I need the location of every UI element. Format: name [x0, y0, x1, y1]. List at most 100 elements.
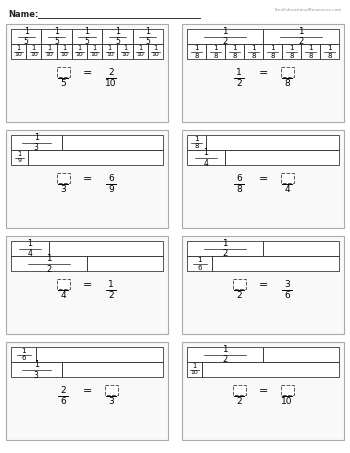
- Text: 1: 1: [327, 45, 332, 51]
- Bar: [6, 24, 168, 122]
- Text: 3: 3: [34, 144, 39, 153]
- Text: 10: 10: [30, 53, 38, 58]
- Bar: [11, 347, 36, 362]
- Text: 1: 1: [92, 45, 97, 51]
- Bar: [206, 44, 225, 59]
- Text: 3: 3: [60, 185, 66, 194]
- Bar: [62, 362, 163, 377]
- Text: 1: 1: [236, 68, 242, 77]
- Text: 10: 10: [105, 79, 117, 88]
- Text: 10: 10: [136, 53, 144, 58]
- Text: 1: 1: [108, 280, 114, 289]
- Bar: [148, 44, 163, 59]
- Text: 1: 1: [232, 45, 237, 51]
- Bar: [56, 279, 70, 289]
- Text: 8: 8: [270, 53, 275, 58]
- Text: 1: 1: [222, 239, 228, 248]
- Bar: [28, 150, 163, 165]
- Text: 1: 1: [24, 27, 29, 36]
- Text: 1: 1: [298, 27, 304, 36]
- Bar: [225, 150, 339, 165]
- Text: =: =: [258, 280, 268, 290]
- Bar: [187, 362, 202, 377]
- Text: 8: 8: [327, 53, 332, 58]
- Bar: [280, 173, 294, 183]
- Text: 1: 1: [16, 45, 21, 51]
- Bar: [72, 44, 87, 59]
- Bar: [187, 347, 263, 362]
- Text: 2: 2: [222, 250, 228, 259]
- Bar: [187, 29, 263, 44]
- Text: 2: 2: [236, 291, 242, 300]
- Text: 10: 10: [91, 53, 98, 58]
- Bar: [41, 44, 57, 59]
- Text: 8: 8: [236, 185, 242, 194]
- Text: 6: 6: [284, 291, 290, 300]
- Text: 1: 1: [108, 45, 112, 51]
- Bar: [87, 44, 102, 59]
- Text: 5: 5: [115, 38, 120, 47]
- Text: 8: 8: [232, 53, 237, 58]
- Text: 8: 8: [251, 53, 256, 58]
- Bar: [182, 236, 344, 334]
- Text: =: =: [258, 386, 268, 396]
- Bar: [62, 135, 163, 150]
- Text: 10: 10: [121, 53, 129, 58]
- Text: 1: 1: [62, 45, 66, 51]
- Bar: [11, 256, 87, 271]
- Bar: [6, 130, 168, 228]
- Text: 1: 1: [84, 27, 90, 36]
- Text: 8: 8: [289, 53, 294, 58]
- Text: 1: 1: [213, 45, 218, 51]
- Text: 2: 2: [60, 386, 66, 395]
- Text: 5: 5: [145, 38, 150, 47]
- Bar: [133, 44, 148, 59]
- Text: 6: 6: [21, 356, 26, 361]
- Text: 3: 3: [284, 280, 290, 289]
- Bar: [244, 44, 263, 59]
- Text: 3: 3: [34, 371, 39, 380]
- Text: 4: 4: [60, 291, 66, 300]
- Text: 2: 2: [222, 38, 228, 47]
- Text: 1: 1: [194, 136, 199, 142]
- Bar: [187, 135, 206, 150]
- Bar: [263, 29, 339, 44]
- Text: FreeEducationalResources.com: FreeEducationalResources.com: [274, 8, 342, 12]
- Text: 6: 6: [108, 174, 114, 183]
- Text: 2: 2: [298, 38, 304, 47]
- Bar: [301, 44, 320, 59]
- Bar: [232, 385, 245, 395]
- Text: 3: 3: [108, 397, 114, 406]
- Text: 1: 1: [222, 345, 228, 354]
- Bar: [56, 67, 70, 77]
- Bar: [6, 342, 168, 440]
- Text: 9: 9: [108, 185, 114, 194]
- Text: 10: 10: [191, 371, 198, 376]
- Text: 1: 1: [194, 45, 199, 51]
- Text: 10: 10: [152, 53, 159, 58]
- Text: =: =: [82, 280, 92, 290]
- Text: 2: 2: [108, 291, 114, 300]
- Text: 2: 2: [222, 356, 228, 365]
- Text: 1: 1: [251, 45, 256, 51]
- Text: 1: 1: [138, 45, 142, 51]
- Text: =: =: [82, 386, 92, 396]
- Text: 8: 8: [194, 53, 199, 58]
- Bar: [212, 256, 339, 271]
- Text: 10: 10: [15, 53, 22, 58]
- Text: 1: 1: [34, 133, 39, 142]
- Bar: [26, 44, 41, 59]
- Text: 10: 10: [281, 397, 293, 406]
- Text: 1: 1: [222, 27, 228, 36]
- Bar: [56, 173, 70, 183]
- Text: 1: 1: [21, 348, 26, 354]
- Text: 4: 4: [204, 159, 209, 168]
- Bar: [117, 44, 133, 59]
- Text: =: =: [258, 68, 268, 78]
- Text: 6: 6: [236, 174, 242, 183]
- Text: 10: 10: [106, 53, 114, 58]
- Bar: [11, 44, 26, 59]
- Bar: [232, 279, 245, 289]
- Bar: [41, 29, 72, 44]
- Bar: [182, 24, 344, 122]
